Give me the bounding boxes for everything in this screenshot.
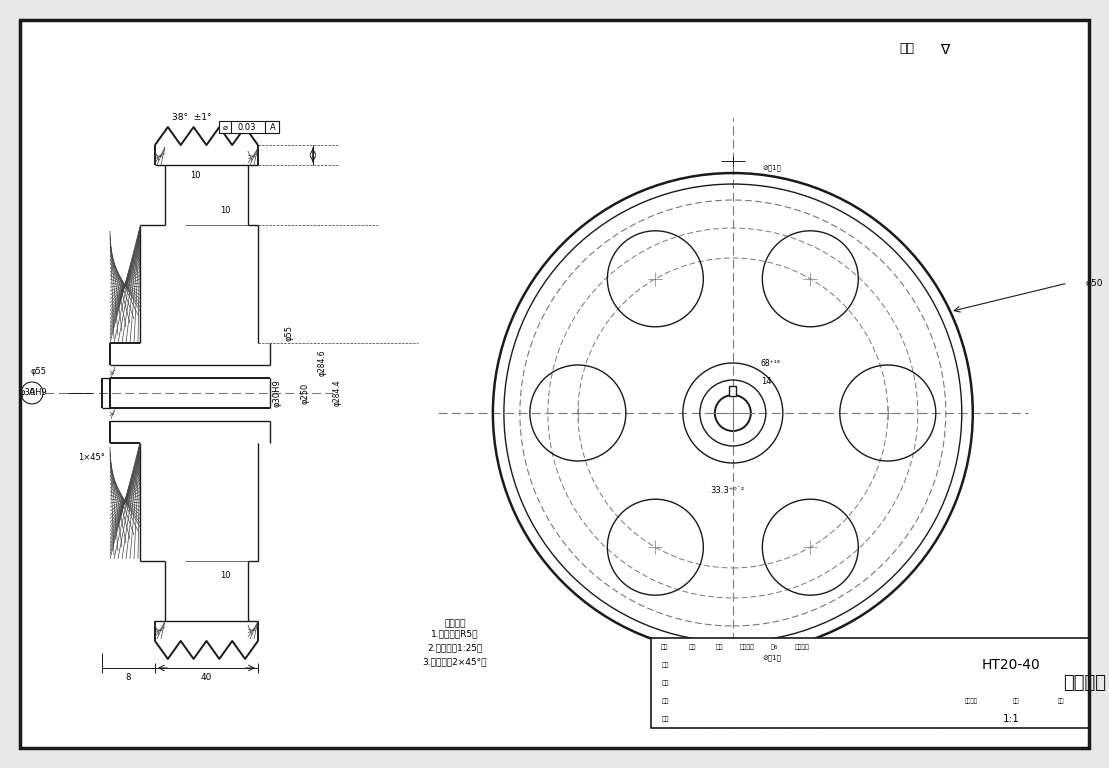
- Text: 页数: 页数: [1013, 698, 1019, 703]
- Text: ⊘零1孔: ⊘零1孔: [763, 654, 782, 661]
- Text: φ250: φ250: [301, 382, 309, 404]
- Bar: [730, 386, 736, 396]
- Text: 38°  ±1°: 38° ±1°: [172, 113, 211, 121]
- Text: 总页: 总页: [1058, 698, 1064, 703]
- Text: 负责人员: 负责人员: [794, 644, 810, 650]
- Text: 页号: 页号: [662, 716, 670, 722]
- Text: φ55: φ55: [31, 366, 47, 376]
- Text: 图号: 图号: [661, 644, 669, 650]
- Text: 第6: 第6: [771, 644, 779, 650]
- Text: 10: 10: [220, 206, 231, 214]
- Text: 10: 10: [190, 170, 201, 180]
- Bar: [651, 638, 1089, 728]
- Text: 其余: 其余: [899, 41, 915, 55]
- Text: HT20-40: HT20-40: [981, 658, 1040, 672]
- Text: 大皮带轮: 大皮带轮: [1064, 674, 1107, 692]
- Text: 33.3⁺⁰˙²: 33.3⁺⁰˙²: [711, 486, 745, 495]
- Text: φ30H9: φ30H9: [273, 379, 282, 407]
- Text: φ55: φ55: [285, 325, 294, 341]
- Text: 10: 10: [220, 571, 231, 581]
- Text: A: A: [29, 389, 35, 398]
- Text: 审核: 审核: [662, 698, 670, 703]
- Text: 2.特造斜度1:25。: 2.特造斜度1:25。: [427, 644, 482, 653]
- Text: 1.特造圆角R5。: 1.特造圆角R5。: [431, 630, 479, 638]
- FancyBboxPatch shape: [220, 121, 232, 133]
- Text: φ50: φ50: [1086, 279, 1103, 287]
- Text: 标准: 标准: [689, 644, 695, 650]
- Text: 1:1: 1:1: [1003, 714, 1019, 724]
- Text: 校对: 校对: [662, 680, 670, 686]
- Text: 技术条件: 技术条件: [444, 620, 466, 628]
- Text: 1×45°: 1×45°: [78, 453, 105, 462]
- FancyBboxPatch shape: [230, 121, 279, 133]
- Text: ∇: ∇: [939, 43, 949, 57]
- Text: 3.其余倒角2×45°。: 3.其余倒角2×45°。: [423, 657, 487, 667]
- Text: 68⁺¹⁸: 68⁺¹⁸: [761, 359, 781, 368]
- Text: 图纸代号: 图纸代号: [740, 644, 754, 650]
- Text: ⌀: ⌀: [223, 123, 228, 131]
- FancyBboxPatch shape: [265, 121, 279, 133]
- Text: ⊘零1孔: ⊘零1孔: [763, 165, 782, 171]
- Text: 0.03: 0.03: [237, 123, 256, 131]
- Text: 名称: 名称: [715, 644, 723, 650]
- Text: 14: 14: [761, 376, 772, 386]
- Text: 工艺: 工艺: [662, 662, 670, 667]
- Text: φ30H9: φ30H9: [19, 389, 47, 398]
- Text: 8: 8: [125, 674, 131, 683]
- Text: 审核单位: 审核单位: [965, 698, 977, 703]
- Text: φ284.4: φ284.4: [333, 379, 342, 406]
- Text: φ284.6: φ284.6: [318, 349, 327, 376]
- Text: 40: 40: [201, 674, 212, 683]
- Text: A: A: [269, 123, 275, 131]
